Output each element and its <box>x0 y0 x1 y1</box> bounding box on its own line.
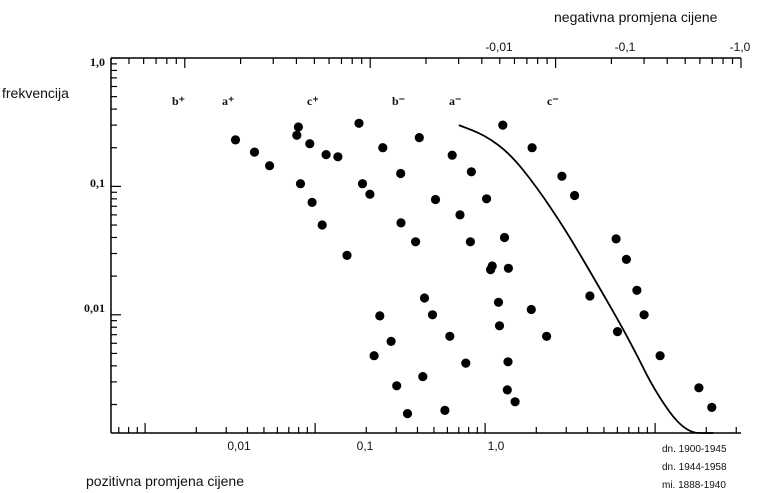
y-tick-label: 0,01 <box>84 301 105 315</box>
data-point-series-1 <box>461 358 471 368</box>
data-point-series-4 <box>455 210 465 220</box>
data-point-series-2 <box>466 167 476 177</box>
data-points <box>230 118 717 419</box>
data-point-series-4 <box>487 261 497 271</box>
data-point-series-1 <box>365 189 375 199</box>
data-point-series-5 <box>498 120 508 130</box>
data-point-series-3 <box>402 409 413 419</box>
x-top-tick-label: -0,1 <box>615 40 636 54</box>
data-point-series-3 <box>293 122 303 132</box>
data-point-series-1 <box>419 293 430 303</box>
data-point-series-4 <box>493 297 504 307</box>
top-x-ticks <box>110 58 742 68</box>
data-point-series-3 <box>392 381 402 391</box>
legend-entry: mi. 1888-1940 <box>662 480 726 491</box>
data-point-series-5 <box>611 234 621 244</box>
x-top-axis-title: negativna promjena cijene <box>554 9 718 25</box>
data-point-series-2 <box>414 133 424 143</box>
data-point-series-0 <box>386 336 396 346</box>
data-point-series-2 <box>542 331 552 341</box>
theoretical-curve <box>458 124 714 434</box>
data-point-series-5 <box>707 402 717 412</box>
data-point-series-5 <box>639 310 649 320</box>
data-point-series-0 <box>230 135 241 145</box>
bottom-x-ticks <box>118 423 737 433</box>
x-bottom-tick-label: 1,0 <box>488 439 505 453</box>
data-point-series-5 <box>621 254 632 264</box>
y-tick-label: 0,1 <box>90 176 105 190</box>
data-point-series-5 <box>527 143 537 153</box>
data-point-series-0 <box>265 161 275 171</box>
data-point-series-0 <box>342 250 352 260</box>
data-point-series-2 <box>499 232 510 243</box>
data-point-series-4 <box>396 168 406 179</box>
x-bottom-tick-label: 0,01 <box>227 439 251 453</box>
data-point-series-1 <box>357 179 368 189</box>
legend-entry: dn. 1944-1958 <box>662 462 727 473</box>
data-point-series-2 <box>510 397 520 407</box>
y-tick-label: 1,0 <box>90 55 105 69</box>
x-top-tick-label: -1,0 <box>730 40 751 54</box>
data-point-series-2 <box>502 385 512 395</box>
data-point-series-3 <box>369 351 379 361</box>
data-point-series-5 <box>585 291 595 301</box>
data-point-series-1 <box>396 218 406 228</box>
data-point-series-0 <box>307 197 317 207</box>
data-point-series-5 <box>570 190 580 201</box>
x-bottom-axis-title: pozitivna promjena cijene <box>86 473 244 489</box>
data-point-series-5 <box>557 171 567 181</box>
y-axis-title: frekvencija <box>2 85 69 101</box>
data-point-series-5 <box>632 285 642 295</box>
data-point-series-4 <box>378 143 388 153</box>
series-label-c-plus: c⁺ <box>307 94 319 108</box>
data-point-series-5 <box>694 383 704 393</box>
x-top-tick-label: -0,01 <box>485 40 513 54</box>
legend-entry: dn. 1900-1945 <box>662 444 727 455</box>
data-point-series-2 <box>526 304 536 315</box>
data-point-series-4 <box>354 118 364 128</box>
data-point-series-2 <box>503 263 513 273</box>
data-point-series-1 <box>305 139 315 149</box>
data-point-series-0 <box>418 372 428 382</box>
data-point-series-4 <box>503 357 513 367</box>
series-label-b-plus: b⁺ <box>172 94 185 108</box>
data-point-series-3 <box>333 152 343 162</box>
data-point-series-1 <box>427 310 438 320</box>
series-label-c-minus: c⁻ <box>547 94 559 108</box>
data-point-series-4 <box>465 237 475 247</box>
data-point-series-0 <box>375 311 385 321</box>
data-point-series-1 <box>411 237 421 247</box>
data-point-series-5 <box>612 327 623 337</box>
data-point-series-1 <box>321 150 331 160</box>
data-point-series-0 <box>317 220 327 230</box>
series-label-b-minus: b⁻ <box>392 94 405 108</box>
y-ticks <box>111 57 121 406</box>
data-point-series-0 <box>249 147 260 157</box>
x-bottom-tick-label: 0,1 <box>357 439 374 453</box>
data-point-series-4 <box>430 194 441 205</box>
data-point-series-2 <box>447 150 457 160</box>
data-point-series-0 <box>295 179 306 189</box>
data-point-series-2 <box>482 194 492 204</box>
data-point-series-5 <box>655 351 665 361</box>
data-point-series-1 <box>445 331 455 341</box>
data-point-series-0 <box>440 405 450 415</box>
data-point-series-4 <box>494 321 505 331</box>
series-label-a-minus: a⁻ <box>449 94 461 108</box>
series-label-a-plus: a⁺ <box>222 94 234 108</box>
data-point-series-1 <box>292 130 302 140</box>
